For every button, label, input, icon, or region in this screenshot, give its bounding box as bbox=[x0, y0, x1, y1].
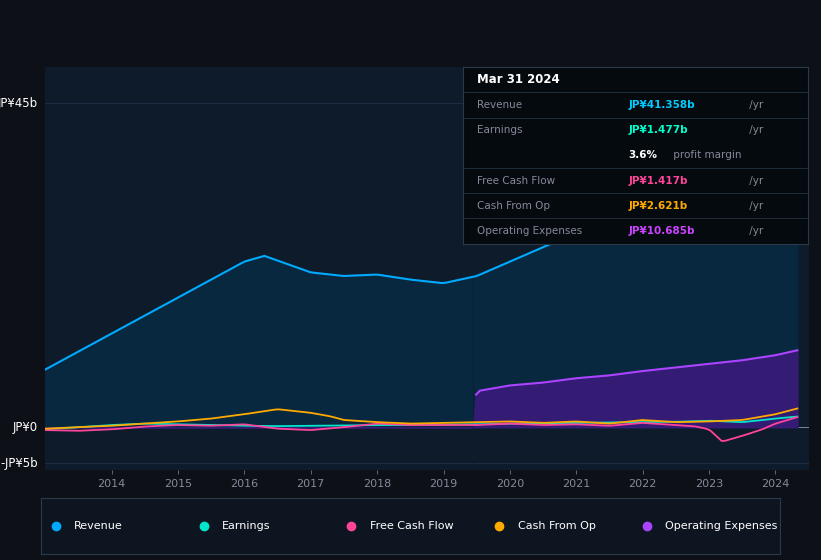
Text: /yr: /yr bbox=[745, 125, 763, 135]
Text: Operating Expenses: Operating Expenses bbox=[477, 226, 582, 236]
Text: /yr: /yr bbox=[745, 100, 763, 110]
Text: Free Cash Flow: Free Cash Flow bbox=[477, 176, 555, 185]
Text: Operating Expenses: Operating Expenses bbox=[666, 521, 777, 531]
Text: JP¥41.358b: JP¥41.358b bbox=[629, 100, 695, 110]
Text: -JP¥5b: -JP¥5b bbox=[0, 457, 38, 470]
Text: Earnings: Earnings bbox=[222, 521, 271, 531]
Text: Free Cash Flow: Free Cash Flow bbox=[370, 521, 453, 531]
Text: /yr: /yr bbox=[745, 201, 763, 211]
Text: Revenue: Revenue bbox=[477, 100, 522, 110]
Text: Cash From Op: Cash From Op bbox=[518, 521, 595, 531]
Text: JP¥1.417b: JP¥1.417b bbox=[629, 176, 688, 185]
Text: Earnings: Earnings bbox=[477, 125, 522, 135]
Text: profit margin: profit margin bbox=[670, 151, 741, 160]
Text: JP¥0: JP¥0 bbox=[12, 421, 38, 433]
Text: /yr: /yr bbox=[745, 226, 763, 236]
Text: JP¥2.621b: JP¥2.621b bbox=[629, 201, 688, 211]
Text: JP¥45b: JP¥45b bbox=[0, 97, 38, 110]
Text: Revenue: Revenue bbox=[75, 521, 123, 531]
Text: Mar 31 2024: Mar 31 2024 bbox=[477, 73, 560, 86]
Text: JP¥1.477b: JP¥1.477b bbox=[629, 125, 688, 135]
Text: JP¥10.685b: JP¥10.685b bbox=[629, 226, 695, 236]
Text: Cash From Op: Cash From Op bbox=[477, 201, 550, 211]
Text: /yr: /yr bbox=[745, 176, 763, 185]
Text: 3.6%: 3.6% bbox=[629, 151, 658, 160]
